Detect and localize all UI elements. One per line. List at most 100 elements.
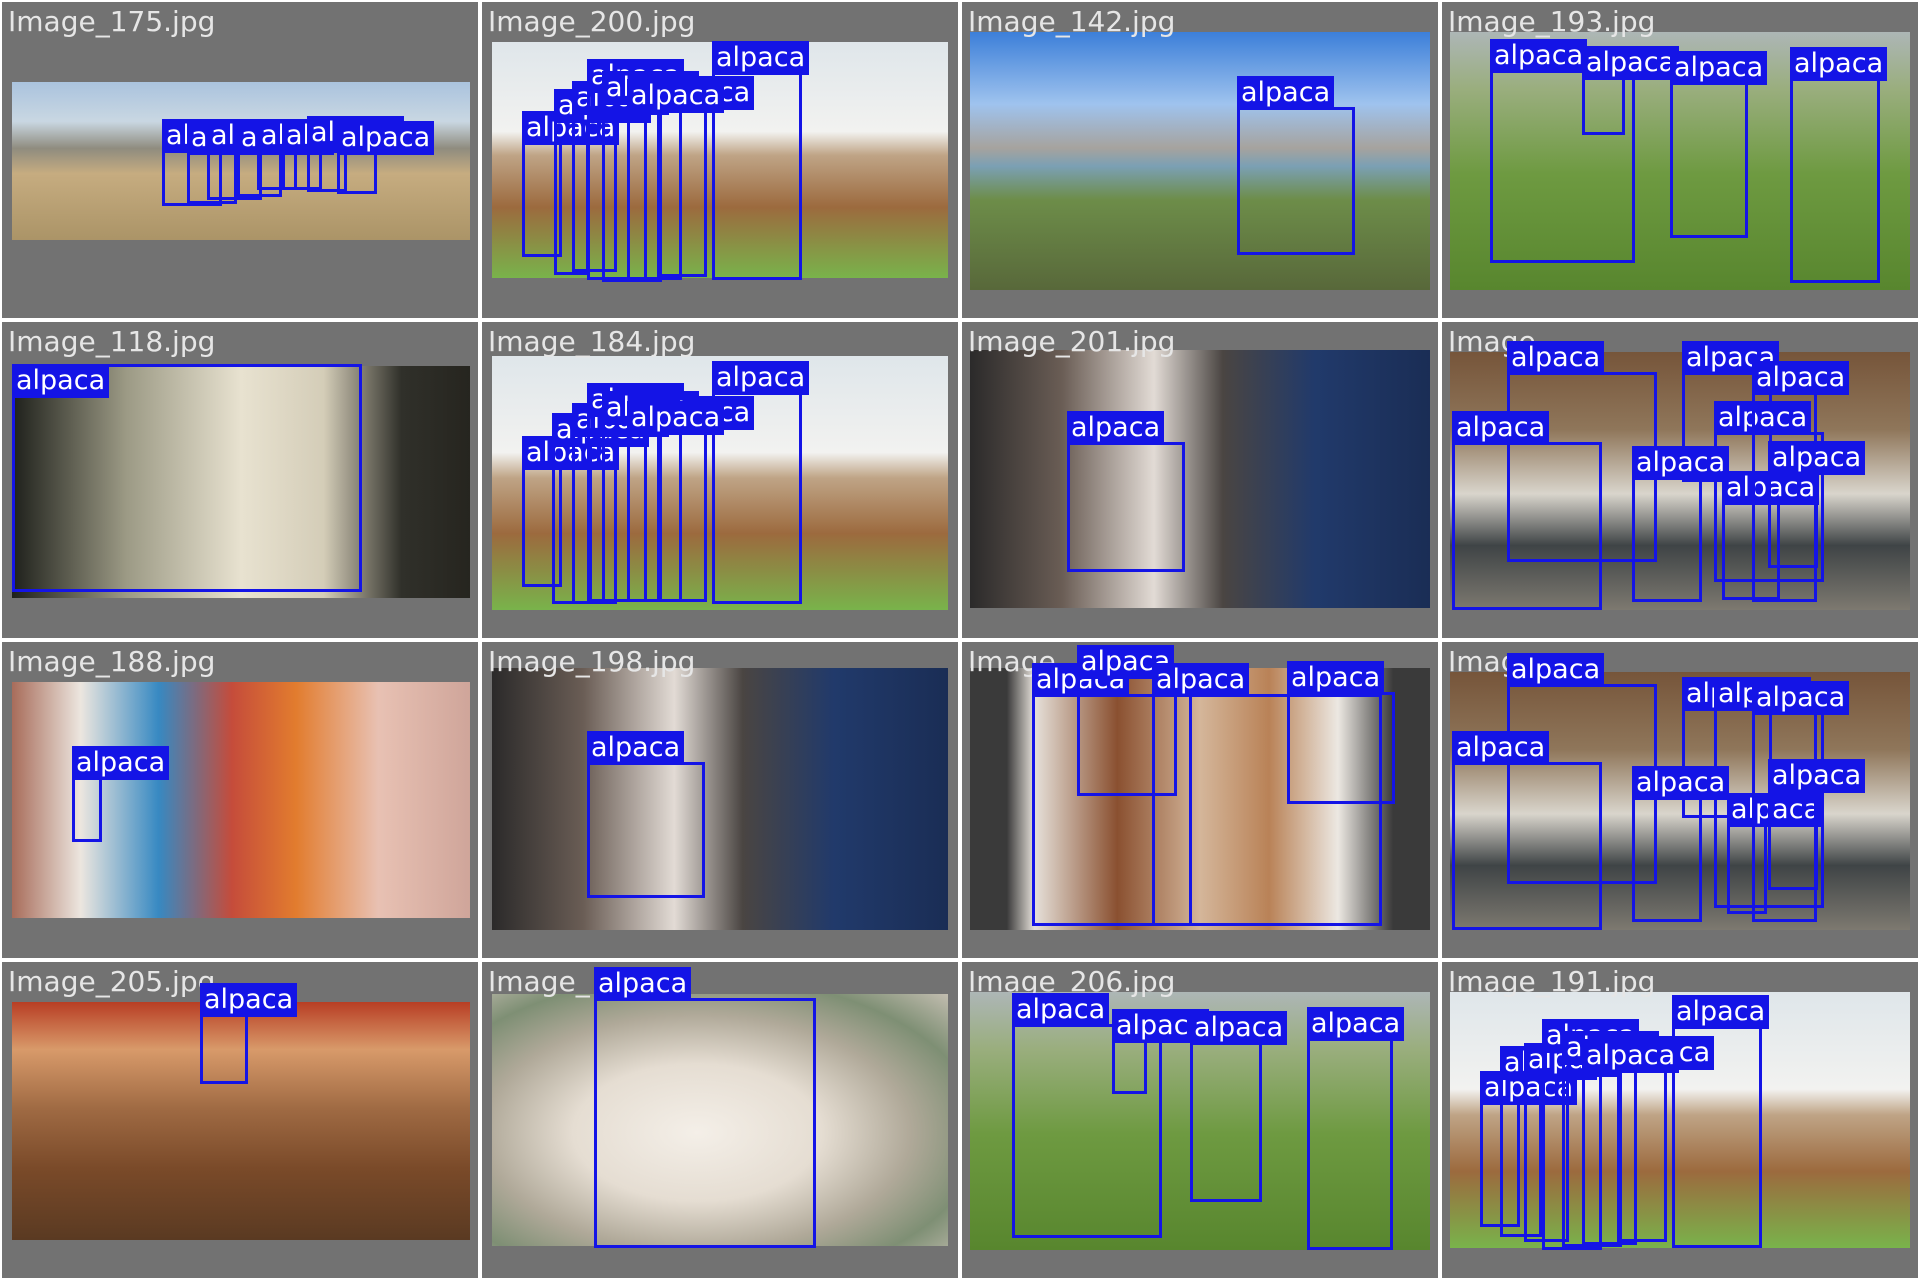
detection-box: alpaca [1307, 1007, 1405, 1250]
image-filename: Image_188.jpg [8, 645, 216, 678]
image-tile: Image_ alpaca alpaca alpaca alpaca [962, 642, 1438, 958]
detection-box: alpaca [1012, 993, 1162, 1238]
detection-box: alpaca [1582, 1039, 1680, 1245]
image-tile: Image_198.jpg alpaca [482, 642, 958, 958]
detection-box: alpaca [1452, 411, 1602, 610]
detection-box: alpaca [1112, 1009, 1210, 1094]
detection-box: alpaca [1077, 645, 1177, 796]
detection-box: alpaca [1452, 731, 1602, 930]
image-filename: Image_193.jpg [1448, 5, 1656, 38]
detection-label: alpaca [200, 983, 298, 1017]
image-tile: Image_ alpaca alpaca alpaca alpaca alpac… [1442, 642, 1918, 958]
image-filename: Image_191.jpg [1448, 965, 1656, 998]
photo [1450, 672, 1910, 930]
detection-box: alpaca [1582, 46, 1680, 135]
photo [12, 82, 470, 240]
detection-label: alpaca [1768, 759, 1866, 793]
image-tile: Image_193.jpg alpaca alpaca alpaca alpac… [1442, 2, 1918, 318]
image-tile: Image_200.jpg alpaca alpaca alpaca alpac… [482, 2, 958, 318]
detection-label: alpaca [1727, 793, 1825, 827]
detection-box: alpaca [1727, 793, 1825, 914]
detection-box: alpaca [1490, 39, 1635, 263]
detection-label: alpaca [627, 79, 725, 113]
detection-label: alpaca [72, 746, 170, 780]
photo [492, 668, 948, 930]
detection-label: alpaca [1452, 411, 1550, 445]
detection-box: alpaca [587, 731, 705, 898]
detection-label: alpaca [1790, 47, 1888, 81]
detection-label: alpaca [1714, 401, 1812, 435]
image-tile: Image_175.jpg alpaca alpaca alpaca alpac… [2, 2, 478, 318]
detection-box: alpaca [1714, 401, 1824, 582]
image-tile: Image_142.jpg alpaca [962, 2, 1438, 318]
detection-label: alpaca [12, 364, 110, 398]
detection-label: alpaca [1190, 1011, 1288, 1045]
detection-box: alpaca [712, 41, 810, 280]
image-tile: Image_205.jpg alpaca [2, 962, 478, 1278]
detection-label: alpaca [1507, 653, 1605, 687]
image-tile: Image_188.jpg alpaca [2, 642, 478, 958]
detection-label: alpaca [1632, 766, 1730, 800]
photo [492, 994, 948, 1246]
detection-label: alpaca [1490, 39, 1588, 73]
photo [970, 668, 1430, 930]
image-filename: Image_198.jpg [488, 645, 696, 678]
detection-box: alpaca [200, 983, 298, 1084]
detection-label: alpaca [1067, 411, 1165, 445]
image-filename: Image_206.jpg [968, 965, 1176, 998]
detection-box: alpaca [1632, 766, 1730, 922]
detection-label: alpaca [1287, 661, 1385, 695]
detection-label: alpaca [337, 121, 435, 155]
image-tile: Image_118.jpg alpaca [2, 322, 478, 638]
detection-box: alpaca [1752, 681, 1850, 922]
detection-label: alpaca [1152, 663, 1250, 697]
image-filename: Image_ [488, 965, 590, 998]
detection-box: alpaca [627, 401, 725, 602]
image-tile: Image_ alpaca [482, 962, 958, 1278]
detection-box: alpaca [1237, 76, 1355, 255]
detection-label: alpaca [594, 967, 692, 1001]
photo [970, 32, 1430, 290]
photo [1450, 352, 1910, 610]
detection-label: alpaca [1012, 993, 1110, 1027]
detection-label: alpaca [712, 41, 810, 75]
detection-label: alpaca [1672, 995, 1770, 1029]
detection-label: alpaca [1452, 731, 1550, 765]
detection-box: alpaca [594, 967, 816, 1248]
detection-label: alpaca [1752, 361, 1850, 395]
image-filename: Image_184.jpg [488, 325, 696, 358]
detection-box: alpaca [1287, 661, 1395, 804]
image-filename: Image_200.jpg [488, 5, 696, 38]
photo [12, 682, 470, 918]
image-filename: Image_175.jpg [8, 5, 216, 38]
detection-box: alpaca [1672, 995, 1770, 1248]
detection-box: alpaca [72, 746, 170, 842]
detection-label: alpaca [1582, 46, 1680, 80]
detection-box: alpaca [337, 121, 435, 194]
image-tile: Image_191.jpg alpaca alpaca alpaca alpac… [1442, 962, 1918, 1278]
detection-label: alpaca [627, 401, 725, 435]
detection-box: alpaca [1190, 1011, 1288, 1202]
image-filename: Image_201.jpg [968, 325, 1176, 358]
detection-box: alpaca [1768, 441, 1866, 568]
detection-label: alpaca [587, 731, 685, 765]
image-tile: Image_ alpaca alpaca alpaca alpaca alpac… [1442, 322, 1918, 638]
detection-box: alpaca [627, 79, 725, 280]
image-tile: Image_201.jpg alpaca [962, 322, 1438, 638]
detection-box: alpaca [1790, 47, 1888, 283]
detection-label: alpaca [1507, 341, 1605, 375]
detection-label: alpaca [1632, 446, 1730, 480]
photo [970, 350, 1430, 608]
image-filename: Image_118.jpg [8, 325, 216, 358]
image-filename: Image_142.jpg [968, 5, 1176, 38]
detection-label: alpaca [1670, 51, 1768, 85]
detection-box: alpaca [1768, 759, 1866, 890]
detection-box: alpaca [12, 364, 362, 592]
detection-label: alpaca [1307, 1007, 1405, 1041]
detection-box: alpaca [1152, 663, 1382, 926]
photo [12, 366, 470, 598]
detection-label: alpaca [1752, 681, 1850, 715]
detection-label: alpaca [1768, 441, 1866, 475]
image-tile: Image_184.jpg alpaca alpaca alpaca alpac… [482, 322, 958, 638]
detection-label: alpaca [712, 361, 810, 395]
